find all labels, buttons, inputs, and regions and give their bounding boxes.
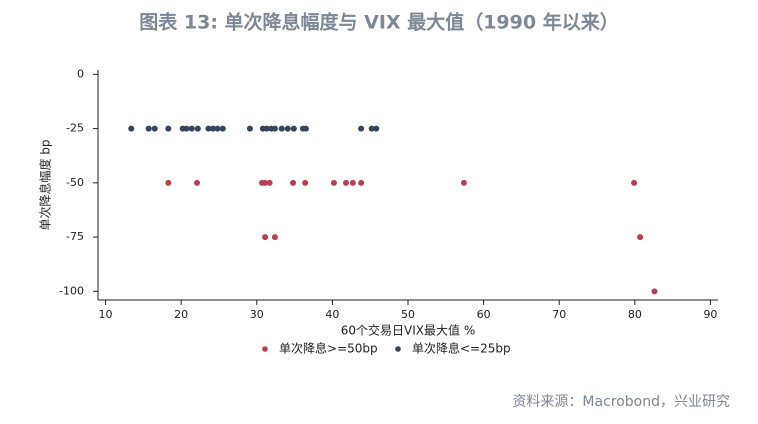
point	[165, 179, 172, 186]
point	[302, 179, 309, 186]
point	[368, 125, 375, 132]
y-tick-label: -75	[66, 230, 84, 243]
y-tick-label: 0	[77, 67, 84, 80]
legend-marker	[262, 346, 268, 352]
point	[284, 125, 291, 132]
x-tick-label: 40	[325, 308, 339, 321]
point	[183, 125, 190, 132]
point	[262, 179, 269, 186]
point	[209, 125, 216, 132]
point	[128, 125, 135, 132]
point	[271, 125, 278, 132]
point	[205, 125, 212, 132]
point	[349, 179, 356, 186]
y-axis-label: 单次降息幅度 bp	[38, 139, 53, 230]
point	[631, 179, 638, 186]
source-note: 资料来源：Macrobond，兴业研究	[512, 394, 730, 410]
point	[188, 125, 195, 132]
x-tick-label: 50	[401, 308, 415, 321]
point	[358, 179, 365, 186]
point	[358, 125, 365, 132]
y-tick-label: -50	[66, 176, 84, 189]
point	[266, 179, 273, 186]
x-tick-label: 80	[628, 308, 642, 321]
point	[145, 125, 152, 132]
x-tick-label: 20	[174, 308, 188, 321]
x-tick-label: 90	[703, 308, 717, 321]
legend-label: 单次降息<=25bp	[412, 341, 511, 356]
point	[460, 179, 467, 186]
point	[263, 125, 270, 132]
legend-label: 单次降息>=50bp	[279, 341, 378, 356]
point	[343, 179, 349, 186]
x-tick-label: 30	[250, 308, 264, 321]
point	[302, 125, 309, 132]
chart-title: 图表 13: 单次降息幅度与 VIX 最大值（1990 年以来）	[139, 11, 618, 34]
point	[373, 125, 380, 132]
point	[637, 234, 644, 241]
point	[214, 125, 221, 132]
point	[651, 288, 658, 295]
point	[194, 125, 201, 132]
point	[290, 179, 297, 186]
x-tick-label: 10	[99, 308, 113, 321]
x-tick-label: 70	[552, 308, 566, 321]
x-axis-label: 60个交易日VIX最大值 %	[341, 323, 475, 338]
point	[194, 179, 201, 186]
point	[246, 125, 253, 132]
point	[262, 234, 269, 241]
point	[278, 125, 285, 132]
y-tick-label: -100	[59, 284, 84, 297]
y-tick-label: -25	[66, 122, 84, 135]
point	[219, 125, 226, 132]
legend-marker	[395, 346, 401, 352]
x-tick-label: 60	[477, 308, 491, 321]
point	[165, 125, 172, 132]
point	[151, 125, 158, 132]
point	[271, 234, 278, 241]
point	[290, 125, 297, 132]
point	[330, 179, 337, 186]
